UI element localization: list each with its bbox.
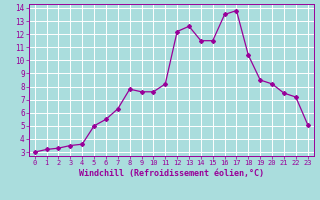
X-axis label: Windchill (Refroidissement éolien,°C): Windchill (Refroidissement éolien,°C) (79, 169, 264, 178)
